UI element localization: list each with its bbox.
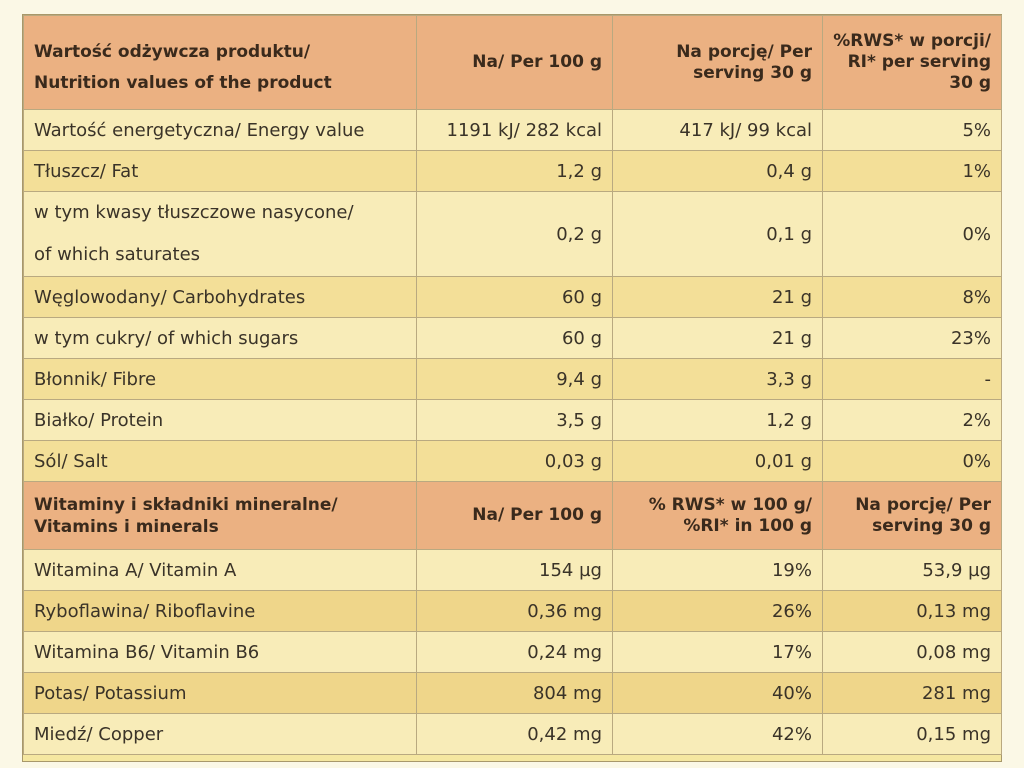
row-per100: 9,4 g bbox=[416, 358, 613, 400]
row-rws: 17% bbox=[612, 631, 823, 673]
row-per100: 0,36 mg bbox=[416, 590, 613, 632]
row-per100: 804 mg bbox=[416, 672, 613, 714]
row-label: Węglowodany/ Carbohydrates bbox=[23, 276, 417, 318]
row-serving: 417 kJ/ 99 kcal bbox=[612, 109, 823, 151]
header-vitamins-label: Witaminy i składniki mineralne/ Vitamins… bbox=[23, 481, 417, 550]
header-per-100g: Na/ Per 100 g bbox=[416, 15, 613, 110]
row-rws: 5% bbox=[822, 109, 1002, 151]
table-row: Potas/ Potassium 804 mg 40% 281 mg bbox=[23, 672, 1002, 714]
row-serving: 0,08 mg bbox=[822, 631, 1002, 673]
row-per100: 0,42 mg bbox=[416, 713, 613, 755]
row-label: Białko/ Protein bbox=[23, 399, 417, 441]
row-per100: 0,2 g bbox=[416, 191, 613, 277]
row-serving: 0,4 g bbox=[612, 150, 823, 192]
table-row: Witamina A/ Vitamin A 154 µg 19% 53,9 µg bbox=[23, 549, 1002, 591]
row-rws: 0% bbox=[822, 191, 1002, 277]
row-rws: 40% bbox=[612, 672, 823, 714]
row-rws: 42% bbox=[612, 713, 823, 755]
row-label: Ryboflawina/ Riboflavine bbox=[23, 590, 417, 632]
row-rws: 26% bbox=[612, 590, 823, 632]
row-label: Miedź/ Copper bbox=[23, 713, 417, 755]
row-serving: 0,1 g bbox=[612, 191, 823, 277]
row-rws: 8% bbox=[822, 276, 1002, 318]
header-per-serving: Na porcję/ Per serving 30 g bbox=[822, 481, 1002, 550]
table-row: Wartość energetyczna/ Energy value 1191 … bbox=[23, 109, 1002, 151]
table-row: Witamina B6/ Vitamin B6 0,24 mg 17% 0,08… bbox=[23, 631, 1002, 673]
row-rws: 2% bbox=[822, 399, 1002, 441]
row-per100: 3,5 g bbox=[416, 399, 613, 441]
row-serving: 0,13 mg bbox=[822, 590, 1002, 632]
row-per100: 1191 kJ/ 282 kcal bbox=[416, 109, 613, 151]
row-serving: 53,9 µg bbox=[822, 549, 1002, 591]
row-label: Sól/ Salt bbox=[23, 440, 417, 482]
row-label: Tłuszcz/ Fat bbox=[23, 150, 417, 192]
row-per100: 1,2 g bbox=[416, 150, 613, 192]
row-per100: 60 g bbox=[416, 276, 613, 318]
row-serving: 281 mg bbox=[822, 672, 1002, 714]
row-label: Błonnik/ Fibre bbox=[23, 358, 417, 400]
table-row: Węglowodany/ Carbohydrates 60 g 21 g 8% bbox=[23, 276, 1002, 318]
table-row: Białko/ Protein 3,5 g 1,2 g 2% bbox=[23, 399, 1002, 441]
header-rws-serving: %RWS* w porcji/ RI* per serving 30 g bbox=[822, 15, 1002, 110]
row-rws: 19% bbox=[612, 549, 823, 591]
row-label: Potas/ Potassium bbox=[23, 672, 417, 714]
header-per-serving: Na porcję/ Per serving 30 g bbox=[612, 15, 823, 110]
table-row: w tym cukry/ of which sugars 60 g 21 g 2… bbox=[23, 317, 1002, 359]
row-per100: 0,24 mg bbox=[416, 631, 613, 673]
row-serving: 0,01 g bbox=[612, 440, 823, 482]
header-per-100g: Na/ Per 100 g bbox=[416, 481, 613, 550]
row-rws: 0% bbox=[822, 440, 1002, 482]
row-serving: 0,15 mg bbox=[822, 713, 1002, 755]
table-row: Tłuszcz/ Fat 1,2 g 0,4 g 1% bbox=[23, 150, 1002, 192]
table-row: Sól/ Salt 0,03 g 0,01 g 0% bbox=[23, 440, 1002, 482]
row-label: w tym kwasy tłuszczowe nasycone/ of whic… bbox=[23, 191, 417, 277]
row-serving: 21 g bbox=[612, 276, 823, 318]
table-row: Miedź/ Copper 0,42 mg 42% 0,15 mg bbox=[23, 713, 1002, 755]
row-rws: 23% bbox=[822, 317, 1002, 359]
vitamins-header-row: Witaminy i składniki mineralne/ Vitamins… bbox=[23, 481, 1002, 550]
row-label: Witamina A/ Vitamin A bbox=[23, 549, 417, 591]
row-per100: 154 µg bbox=[416, 549, 613, 591]
header-nutrition-label: Wartość odżywcza produktu/ Nutrition val… bbox=[23, 15, 417, 110]
nutrition-header-row: Wartość odżywcza produktu/ Nutrition val… bbox=[23, 15, 1002, 110]
row-label: Wartość energetyczna/ Energy value bbox=[23, 109, 417, 151]
row-per100: 0,03 g bbox=[416, 440, 613, 482]
row-serving: 1,2 g bbox=[612, 399, 823, 441]
row-label: w tym cukry/ of which sugars bbox=[23, 317, 417, 359]
row-per100: 60 g bbox=[416, 317, 613, 359]
row-serving: 21 g bbox=[612, 317, 823, 359]
nutrition-panel: Wartość odżywcza produktu/ Nutrition val… bbox=[22, 14, 1002, 762]
row-rws: 1% bbox=[822, 150, 1002, 192]
table-row: Ryboflawina/ Riboflavine 0,36 mg 26% 0,1… bbox=[23, 590, 1002, 632]
row-label: Witamina B6/ Vitamin B6 bbox=[23, 631, 417, 673]
row-serving: 3,3 g bbox=[612, 358, 823, 400]
row-rws: - bbox=[822, 358, 1002, 400]
table-row: w tym kwasy tłuszczowe nasycone/ of whic… bbox=[23, 191, 1002, 277]
nutrition-table: Wartość odżywcza produktu/ Nutrition val… bbox=[23, 15, 1002, 755]
table-row: Błonnik/ Fibre 9,4 g 3,3 g - bbox=[23, 358, 1002, 400]
header-rws-100g: % RWS* w 100 g/ %RI* in 100 g bbox=[612, 481, 823, 550]
